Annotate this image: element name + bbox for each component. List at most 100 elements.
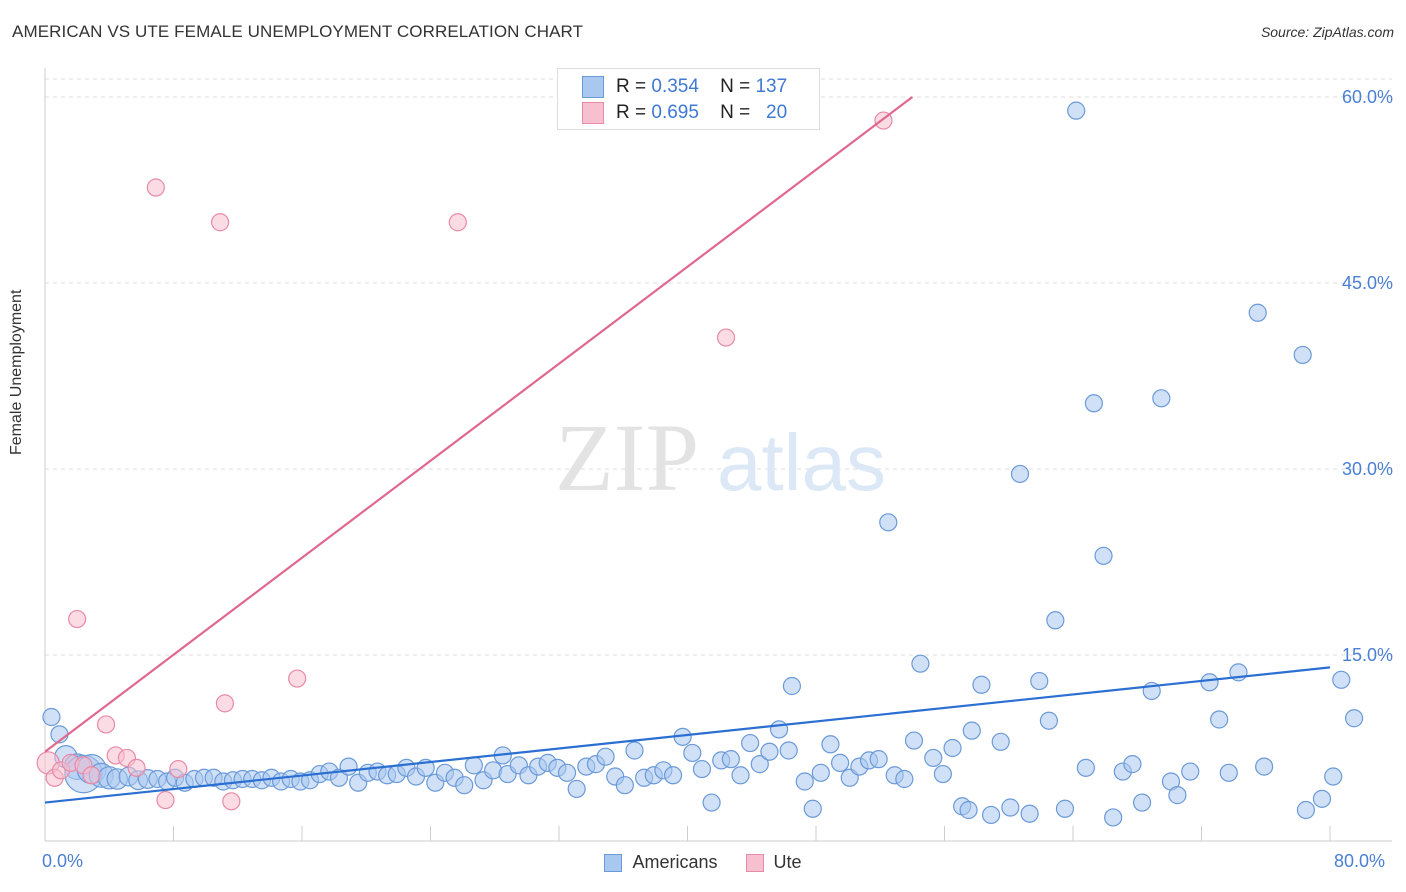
americans-point xyxy=(869,750,888,769)
y-axis-label: Female Unemployment xyxy=(8,289,25,455)
ute-trend-line xyxy=(44,96,914,753)
americans-point xyxy=(625,741,644,760)
n-value: 137 xyxy=(755,76,788,97)
x-min-label: 0.0% xyxy=(42,851,84,871)
n-label: N = xyxy=(720,76,751,97)
grid-layer xyxy=(44,68,1392,842)
americans-point xyxy=(1324,767,1343,786)
bottom-legend: Americans Ute xyxy=(0,852,1406,873)
americans-point xyxy=(991,732,1010,751)
r-value: 0.695 xyxy=(651,102,699,123)
americans-point xyxy=(1030,671,1049,691)
americans-point xyxy=(731,766,750,785)
americans-point xyxy=(1084,394,1103,413)
ute-point xyxy=(215,694,234,713)
ute-point xyxy=(448,213,467,232)
americans-point xyxy=(1296,800,1316,820)
americans-point xyxy=(779,741,798,760)
americans-point xyxy=(683,743,702,763)
y-tick-label: 15.0% xyxy=(1342,645,1393,665)
americans-point xyxy=(692,759,712,779)
americans-point xyxy=(782,676,802,696)
stats-row-ute: R = 0.695 N = 20 xyxy=(582,102,787,124)
americans-point xyxy=(981,805,1001,825)
americans-point xyxy=(972,675,991,694)
ute-point xyxy=(96,715,116,734)
americans-point xyxy=(1132,793,1152,812)
americans-point xyxy=(596,747,615,766)
r-label: R = xyxy=(616,76,647,97)
americans-point xyxy=(1076,758,1095,777)
americans-point xyxy=(1312,789,1332,808)
americans-point xyxy=(1055,799,1075,818)
r-value: 0.354 xyxy=(651,76,699,97)
americans-point xyxy=(962,721,981,740)
americans-point xyxy=(1344,709,1364,728)
americans-point xyxy=(455,776,474,795)
americans-point xyxy=(1001,798,1020,817)
americans-point xyxy=(557,763,577,782)
legend-item-americans[interactable]: Americans xyxy=(604,852,718,873)
americans-point xyxy=(904,731,924,750)
americans-point xyxy=(821,735,840,754)
americans-point xyxy=(1200,673,1219,692)
n-value: 20 xyxy=(766,102,788,123)
americans-point xyxy=(911,654,930,673)
r-label: R = xyxy=(616,102,647,123)
americans-point xyxy=(1123,755,1142,774)
x-max-label: 80.0% xyxy=(1334,851,1386,871)
trend-lines xyxy=(44,96,1331,804)
ute-point xyxy=(210,213,230,232)
americans-point xyxy=(721,750,740,769)
n-label: N = xyxy=(720,102,751,123)
americans-point xyxy=(1039,711,1059,730)
americans-points xyxy=(42,101,1364,827)
watermark-atlas: atlas xyxy=(717,418,886,507)
americans-point xyxy=(1332,670,1351,689)
ute-point xyxy=(156,790,175,810)
americans-point xyxy=(464,756,483,775)
americans-point xyxy=(769,720,789,739)
americans-point xyxy=(1181,762,1200,781)
ute-point xyxy=(127,758,146,777)
americans-point xyxy=(1067,101,1086,120)
americans-point xyxy=(803,799,822,818)
americans-point xyxy=(1046,611,1065,630)
americans-point xyxy=(830,753,850,772)
y-tick-label: 30.0% xyxy=(1342,459,1393,479)
americans-point xyxy=(42,707,61,727)
watermark-zip: ZIP xyxy=(555,404,699,511)
ute-point xyxy=(288,669,307,688)
ute-point xyxy=(222,792,241,811)
chart-title: AMERICAN VS UTE FEMALE UNEMPLOYMENT CORR… xyxy=(12,22,584,41)
stats-row-americans: R = 0.354 N = 137 xyxy=(582,76,787,98)
legend-item-ute[interactable]: Ute xyxy=(745,852,802,873)
americans-point xyxy=(1104,808,1123,827)
source-label: Source: ZipAtlas.com xyxy=(1260,24,1394,40)
americans-point xyxy=(1152,389,1171,408)
americans-point xyxy=(943,738,962,758)
americans-point xyxy=(1293,345,1312,365)
americans-point xyxy=(663,766,683,785)
ute-point xyxy=(146,178,165,197)
ute-point xyxy=(716,328,736,347)
ute-swatch xyxy=(745,853,764,872)
americans-point xyxy=(933,764,952,784)
ute-point xyxy=(68,609,87,629)
ute-point xyxy=(169,759,188,779)
legend-label-ute: Ute xyxy=(773,852,802,872)
y-tick-label: 45.0% xyxy=(1342,273,1393,293)
y-tick-label: 60.0% xyxy=(1342,87,1393,107)
americans-point xyxy=(567,779,586,799)
americans-point xyxy=(879,513,898,532)
americans-point xyxy=(702,793,721,812)
ute-swatch xyxy=(582,102,604,124)
y-tick-labels: 15.0% 30.0% 45.0% 60.0% xyxy=(1342,87,1393,665)
legend-label-americans: Americans xyxy=(632,852,718,872)
americans-point xyxy=(1168,786,1187,805)
americans-point xyxy=(741,733,760,753)
americans-point xyxy=(339,757,358,776)
americans-point xyxy=(1094,546,1113,565)
americans-point xyxy=(1020,804,1039,823)
